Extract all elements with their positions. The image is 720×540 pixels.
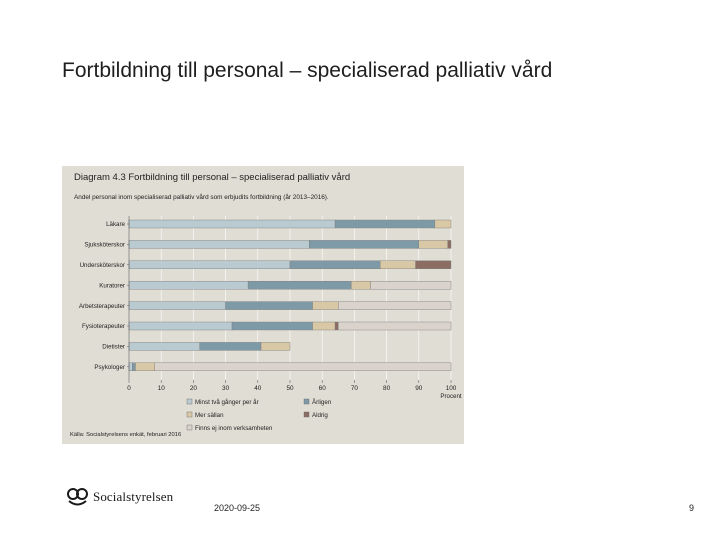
bar-segment [309, 240, 420, 249]
legend-label: Årligen [312, 399, 332, 406]
bar-segment [128, 260, 291, 270]
bar-segment [334, 321, 339, 331]
bar-segment [128, 362, 133, 372]
category-label: Kuratorer [99, 282, 125, 289]
x-tick-label: 10 [158, 385, 166, 392]
bar-segment [132, 362, 136, 372]
figure-panel: Diagram 4.3 Fortbildning till personal –… [62, 166, 464, 444]
bar-segment [154, 362, 452, 372]
legend-swatch [303, 411, 310, 418]
x-tick-label: 100 [446, 385, 457, 392]
slide-title: Fortbildning till personal – specialiser… [62, 59, 553, 82]
category-label: Arbetsterapeuter [79, 303, 125, 310]
category-label: Psykologer [94, 364, 125, 371]
stacked-bar-chart: Läkare Sjuksköterskor Undersköterskor Kurat… [79, 216, 462, 432]
bar-segment [415, 260, 452, 270]
bar-segment [128, 219, 336, 229]
bar-segment [434, 219, 452, 229]
figure-heading: Diagram 4.3 Fortbildning till personal –… [74, 172, 351, 183]
bar-segment [379, 260, 416, 270]
bar-segment [128, 280, 249, 290]
legend-swatch [186, 411, 193, 418]
bar-segment [225, 301, 313, 310]
legend-swatch [303, 398, 310, 405]
x-axis-label: Procent [440, 393, 462, 400]
x-tick-label: 90 [415, 385, 423, 392]
bar-segment [199, 342, 262, 351]
category-label: Undersköterskor [80, 262, 125, 269]
bar-segment [334, 219, 436, 229]
category-label: Sjuksköterskor [84, 242, 125, 249]
x-tick-label: 0 [127, 385, 131, 392]
bar-segment [128, 301, 226, 310]
bar-segment [418, 240, 448, 249]
bar-segment [350, 280, 371, 290]
x-tick-label: 70 [351, 385, 359, 392]
bar-segment [231, 321, 313, 331]
bar-segment [338, 301, 452, 310]
bar-segment [370, 280, 452, 290]
bar-segment [447, 240, 452, 249]
category-label: Läkare [106, 221, 125, 228]
x-tick-label: 40 [254, 385, 262, 392]
logo-text: Socialstyrelsen [93, 489, 174, 504]
bar-segment [338, 321, 452, 331]
x-tick-label: 50 [286, 385, 294, 392]
bar-segment [312, 301, 339, 310]
category-label: Fysioterapeuter [82, 323, 125, 330]
legend-swatch [186, 398, 193, 405]
legend-label: Finns ej inom verksamheten [195, 425, 273, 432]
figure-source: Källa: Socialstyrelsens enkät, februari … [70, 432, 182, 438]
bar-segment [135, 362, 155, 372]
bar-segment [128, 240, 310, 249]
x-tick-label: 60 [319, 385, 327, 392]
bar-segment [312, 321, 336, 331]
legend-swatch [186, 424, 193, 431]
bar-segment [128, 342, 201, 351]
x-tick-label: 20 [190, 385, 198, 392]
legend-label: Minst två gånger per år [195, 399, 259, 406]
bar-segment [247, 280, 352, 290]
figure-subtitle: Andel personal inom specialiserad pallia… [74, 194, 329, 201]
logo-emblem-icon [67, 488, 88, 506]
socialstyrelsen-logo: Socialstyrelsen [66, 486, 173, 508]
bar-segment [128, 321, 233, 331]
x-tick-label: 80 [383, 385, 391, 392]
x-tick-label: 30 [222, 385, 230, 392]
page-number: 9 [689, 503, 695, 513]
bar-segment [289, 260, 381, 270]
slide-date: 2020-09-25 [214, 503, 261, 513]
bar-segment [260, 342, 291, 351]
legend-label: Mer sällan [195, 412, 224, 419]
category-label: Dietister [102, 344, 125, 351]
legend-label: Aldrig [312, 412, 328, 419]
